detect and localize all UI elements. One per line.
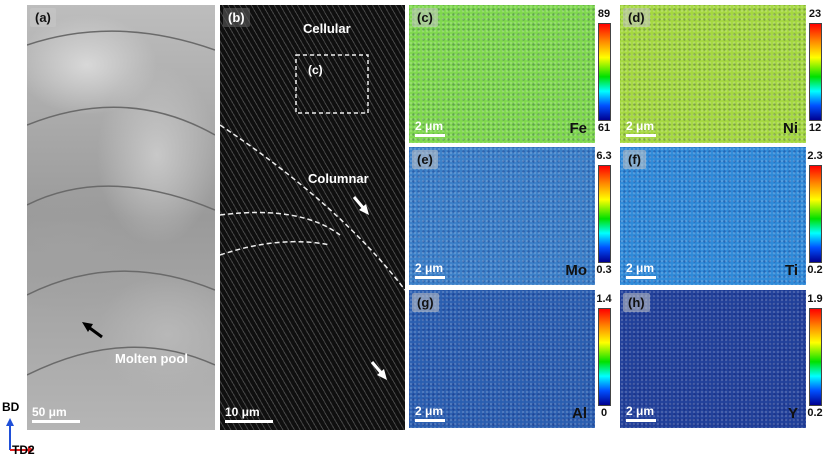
map-panel-label: (f) (623, 150, 646, 169)
panel-b-scale-bar: 10 μm (225, 405, 273, 423)
map-panel-label: (e) (412, 150, 438, 169)
colorbar-max-label: 1.9 (807, 293, 823, 305)
bd-axis-label: BD (2, 400, 20, 414)
map-scale-text: 2 μm (415, 261, 444, 275)
eds-map-y: (h) 2 μm Y (620, 290, 806, 428)
panel-a-scale-text: 50 μm (32, 405, 67, 419)
colorbar-min-label: 0.2 (807, 264, 823, 276)
eds-map-al: (g) 2 μm Al (409, 290, 595, 428)
map-scale-text: 2 μm (626, 261, 655, 275)
axis-arrows (6, 418, 34, 454)
element-label: Ni (783, 120, 798, 137)
colorbar-mo (598, 165, 611, 263)
element-label: Fe (569, 120, 587, 137)
colorbar-max-label: 1.4 (596, 293, 612, 305)
element-label: Y (787, 405, 798, 422)
map-panel-label: (d) (623, 8, 650, 27)
colorbar-max-label: 89 (597, 8, 611, 20)
box-c-annotation: (c) (308, 63, 323, 77)
eds-map-mo: (e) 2 μm Mo (409, 147, 595, 285)
map-scale-bar: 2 μm (415, 261, 445, 279)
panel-a-scale-bar: 50 μm (32, 405, 80, 423)
colorbar-y (809, 308, 822, 406)
cellular-annotation: Cellular (303, 21, 351, 36)
colorbar-min-label: 0.3 (596, 264, 612, 276)
panel-b-label: (b) (223, 8, 250, 27)
panel-b-micrograph: (b) Cellular (c) Columnar 10 μm (220, 5, 405, 430)
columnar-annotation: Columnar (308, 171, 369, 186)
map-panel-label: (g) (412, 293, 439, 312)
panel-b-scale-text: 10 μm (225, 405, 260, 419)
eds-map-ni: (d) 2 μm Ni (620, 5, 806, 143)
panel-a-micrograph: (a) Molten pool 50 μm (27, 5, 215, 430)
element-label: Mo (565, 262, 587, 279)
map-scale-text: 2 μm (626, 404, 655, 418)
panel-a-label: (a) (30, 8, 56, 27)
map-scale-text: 2 μm (415, 404, 444, 418)
eds-map-ti: (f) 2 μm Ti (620, 147, 806, 285)
colorbar-fe (598, 23, 611, 121)
map-scale-bar: 2 μm (415, 404, 445, 422)
colorbar-ni (809, 23, 822, 121)
map-scale-bar: 2 μm (626, 261, 656, 279)
map-panel-label: (h) (623, 293, 650, 312)
melt-pool-boundaries (27, 30, 215, 376)
map-panel-label: (c) (412, 8, 438, 27)
colorbar-min-label: 0.2 (807, 407, 823, 419)
colorbar-ti (809, 165, 822, 263)
element-label: Ti (784, 262, 798, 279)
colorbar-max-label: 6.3 (596, 150, 612, 162)
colorbar-min-label: 61 (597, 122, 611, 134)
eds-map-fe: (c) 2 μm Fe (409, 5, 595, 143)
map-scale-bar: 2 μm (626, 404, 656, 422)
map-scale-bar: 2 μm (415, 119, 445, 137)
element-label: Al (572, 405, 587, 422)
colorbar-al (598, 308, 611, 406)
microstructure-overlay (220, 5, 405, 430)
colorbar-max-label: 2.3 (807, 150, 823, 162)
map-scale-text: 2 μm (415, 119, 444, 133)
molten-pool-annotation: Molten pool (115, 351, 188, 366)
colorbar-max-label: 23 (808, 8, 822, 20)
map-scale-text: 2 μm (626, 119, 655, 133)
map-scale-bar: 2 μm (626, 119, 656, 137)
td2-axis-label: TD2 (12, 443, 35, 457)
colorbar-min-label: 0 (600, 407, 608, 419)
colorbar-min-label: 12 (808, 122, 822, 134)
